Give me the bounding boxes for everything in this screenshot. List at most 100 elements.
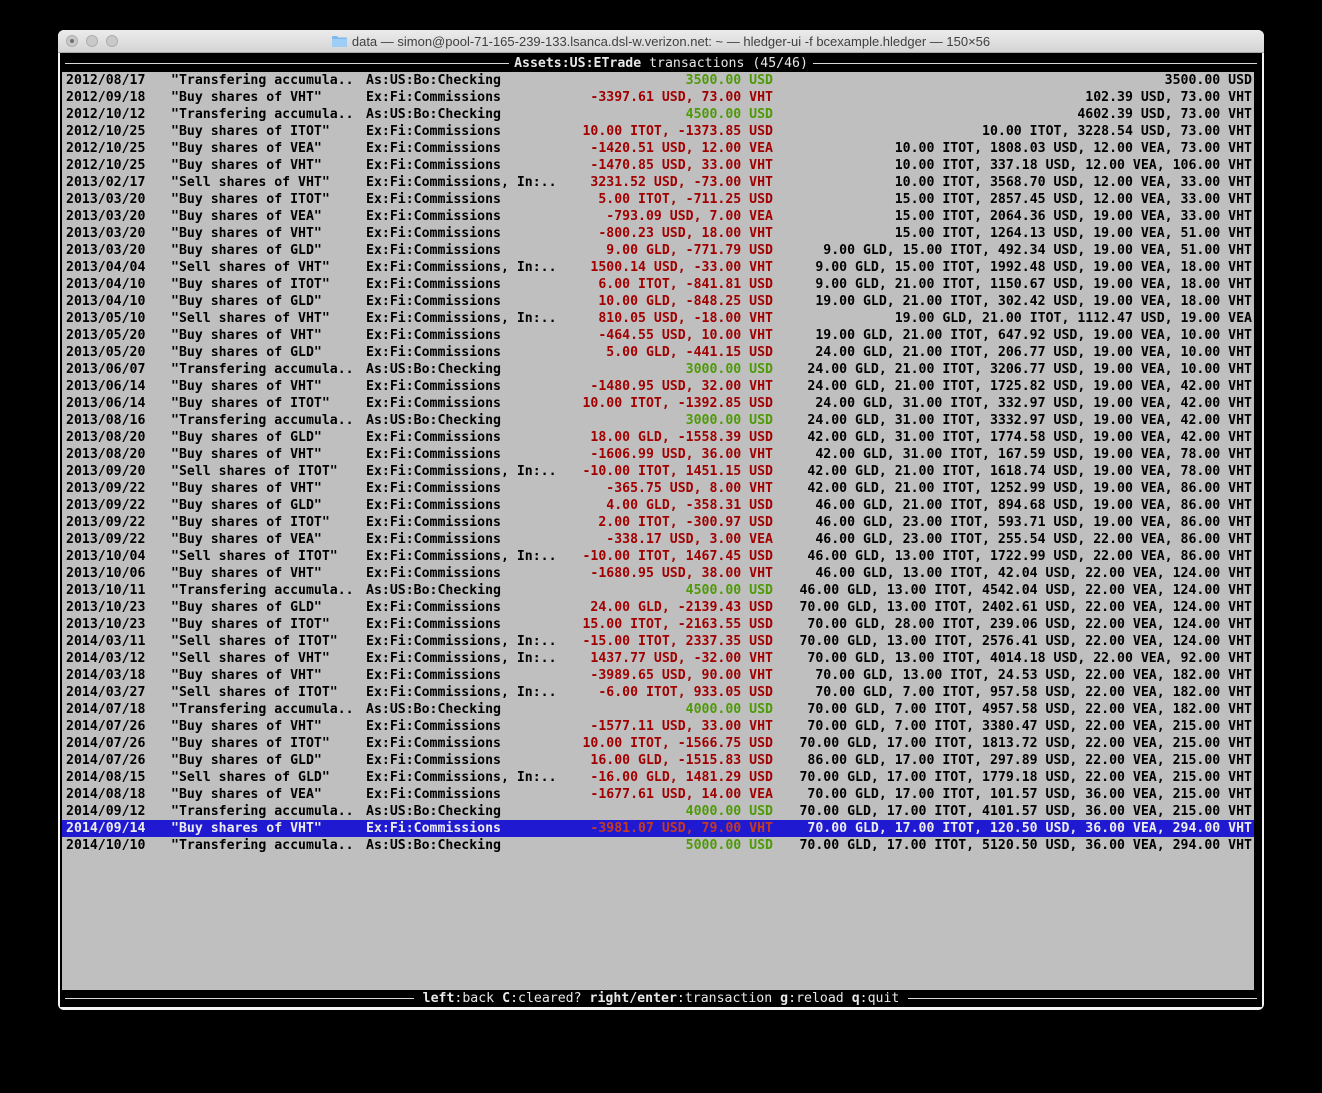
transaction-row[interactable]: 2013/03/20 "Buy shares of VHT" Ex:Fi:Com…	[62, 225, 1254, 242]
tx-account: Ex:Fi:Commissions	[366, 209, 501, 224]
tx-date: 2013/05/20	[66, 345, 146, 360]
tx-balance: 70.00 GLD, 17.00 ITOT, 101.57 USD, 36.00…	[807, 787, 1252, 802]
key-hint: q:quit	[852, 991, 900, 1006]
tx-amount: 6.00 ITOT, -841.81 USD	[598, 277, 773, 292]
transaction-row[interactable]: 2013/05/20 "Buy shares of GLD" Ex:Fi:Com…	[62, 344, 1254, 361]
tx-amount: 10.00 GLD, -848.25 USD	[598, 294, 773, 309]
tx-description: "Buy shares of VHT"	[171, 226, 322, 241]
tx-account: Ex:Fi:Commissions	[366, 481, 501, 496]
tx-amount: 9.00 GLD, -771.79 USD	[606, 243, 773, 258]
tx-amount: -3981.07 USD, 79.00 VHT	[590, 821, 773, 836]
tx-description: "Sell shares of VHT"	[171, 260, 330, 275]
transaction-row[interactable]: 2014/03/18 "Buy shares of VHT" Ex:Fi:Com…	[62, 667, 1254, 684]
tx-account: As:US:Bo:Checking	[366, 702, 501, 717]
tx-amount: -3989.65 USD, 90.00 VHT	[590, 668, 773, 683]
transaction-row[interactable]: 2014/09/14 "Buy shares of VHT" Ex:Fi:Com…	[62, 820, 1254, 837]
transaction-row[interactable]: 2012/10/25 "Buy shares of VHT" Ex:Fi:Com…	[62, 157, 1254, 174]
tx-description: "Sell shares of VHT"	[171, 311, 330, 326]
tx-amount: -1470.85 USD, 33.00 VHT	[590, 158, 773, 173]
tx-balance: 15.00 ITOT, 2857.45 USD, 12.00 VEA, 33.0…	[894, 192, 1252, 207]
transaction-row[interactable]: 2014/09/12 "Transfering accumula.. As:US…	[62, 803, 1254, 820]
transaction-row[interactable]: 2013/10/06 "Buy shares of VHT" Ex:Fi:Com…	[62, 565, 1254, 582]
transaction-row[interactable]: 2013/10/23 "Buy shares of ITOT" Ex:Fi:Co…	[62, 616, 1254, 633]
close-button[interactable]	[66, 35, 78, 47]
transaction-row[interactable]: 2014/03/27 "Sell shares of ITOT" Ex:Fi:C…	[62, 684, 1254, 701]
tx-description: "Buy shares of ITOT"	[171, 277, 330, 292]
transaction-row[interactable]: 2012/09/18 "Buy shares of VHT" Ex:Fi:Com…	[62, 89, 1254, 106]
transaction-row[interactable]: 2014/08/15 "Sell shares of GLD" Ex:Fi:Co…	[62, 769, 1254, 786]
tx-account: As:US:Bo:Checking	[366, 73, 501, 88]
transaction-row[interactable]: 2014/10/10 "Transfering accumula.. As:US…	[62, 837, 1254, 854]
tx-description: "Buy shares of GLD"	[171, 753, 322, 768]
transaction-row[interactable]: 2013/08/16 "Transfering accumula.. As:US…	[62, 412, 1254, 429]
tx-description: "Buy shares of VHT"	[171, 90, 322, 105]
transaction-row[interactable]: 2013/08/20 "Buy shares of GLD" Ex:Fi:Com…	[62, 429, 1254, 446]
minimize-button[interactable]	[86, 35, 98, 47]
tx-date: 2013/05/10	[66, 311, 146, 326]
tx-balance: 9.00 GLD, 15.00 ITOT, 1992.48 USD, 19.00…	[815, 260, 1252, 275]
tx-balance: 70.00 GLD, 7.00 ITOT, 3380.47 USD, 22.00…	[807, 719, 1252, 734]
transaction-row[interactable]: 2012/10/12 "Transfering accumula.. As:US…	[62, 106, 1254, 123]
transaction-row[interactable]: 2013/10/04 "Sell shares of ITOT" Ex:Fi:C…	[62, 548, 1254, 565]
transaction-row[interactable]: 2013/04/10 "Buy shares of ITOT" Ex:Fi:Co…	[62, 276, 1254, 293]
transaction-row[interactable]: 2014/03/11 "Sell shares of ITOT" Ex:Fi:C…	[62, 633, 1254, 650]
tx-description: "Buy shares of GLD"	[171, 294, 322, 309]
transaction-row[interactable]: 2013/05/10 "Sell shares of VHT" Ex:Fi:Co…	[62, 310, 1254, 327]
hint-label: :back	[454, 991, 495, 1006]
tx-amount: -3397.61 USD, 73.00 VHT	[590, 90, 773, 105]
transaction-row[interactable]: 2014/07/26 "Buy shares of GLD" Ex:Fi:Com…	[62, 752, 1254, 769]
tx-balance: 24.00 GLD, 21.00 ITOT, 1725.82 USD, 19.0…	[807, 379, 1252, 394]
tx-description: "Sell shares of ITOT"	[171, 549, 338, 564]
transaction-row[interactable]: 2014/03/12 "Sell shares of VHT" Ex:Fi:Co…	[62, 650, 1254, 667]
tx-account: Ex:Fi:Commissions	[366, 294, 501, 309]
transaction-row[interactable]: 2013/03/20 "Buy shares of VEA" Ex:Fi:Com…	[62, 208, 1254, 225]
tx-account: Ex:Fi:Commissions	[366, 532, 501, 547]
tx-balance: 70.00 GLD, 17.00 ITOT, 4101.57 USD, 36.0…	[799, 804, 1252, 819]
transaction-row[interactable]: 2014/08/18 "Buy shares of VEA" Ex:Fi:Com…	[62, 786, 1254, 803]
transaction-row[interactable]: 2012/10/25 "Buy shares of VEA" Ex:Fi:Com…	[62, 140, 1254, 157]
tx-account: Ex:Fi:Commissions	[366, 719, 501, 734]
tx-amount: -1677.61 USD, 14.00 VEA	[590, 787, 773, 802]
transaction-row[interactable]: 2013/03/20 "Buy shares of ITOT" Ex:Fi:Co…	[62, 191, 1254, 208]
transaction-row[interactable]: 2013/10/11 "Transfering accumula.. As:US…	[62, 582, 1254, 599]
tx-description: "Buy shares of VEA"	[171, 141, 322, 156]
transaction-row[interactable]: 2013/04/04 "Sell shares of VHT" Ex:Fi:Co…	[62, 259, 1254, 276]
transaction-row[interactable]: 2012/10/25 "Buy shares of ITOT" Ex:Fi:Co…	[62, 123, 1254, 140]
transaction-row[interactable]: 2012/08/17 "Transfering accumula.. As:US…	[62, 72, 1254, 89]
tx-account: Ex:Fi:Commissions	[366, 668, 501, 683]
transaction-row[interactable]: 2013/09/20 "Sell shares of ITOT" Ex:Fi:C…	[62, 463, 1254, 480]
transaction-row[interactable]: 2013/06/07 "Transfering accumula.. As:US…	[62, 361, 1254, 378]
tx-date: 2013/04/04	[66, 260, 146, 275]
zoom-button[interactable]	[106, 35, 118, 47]
tx-amount: 1437.77 USD, -32.00 VHT	[590, 651, 773, 666]
terminal-screen: Assets:US:ETrade transactions (45/46) 20…	[60, 53, 1262, 1007]
transaction-row[interactable]: 2013/09/22 "Buy shares of GLD" Ex:Fi:Com…	[62, 497, 1254, 514]
transaction-row[interactable]: 2013/08/20 "Buy shares of VHT" Ex:Fi:Com…	[62, 446, 1254, 463]
footer-rule-left	[65, 998, 414, 999]
transaction-row[interactable]: 2013/10/23 "Buy shares of GLD" Ex:Fi:Com…	[62, 599, 1254, 616]
transaction-row[interactable]: 2013/04/10 "Buy shares of GLD" Ex:Fi:Com…	[62, 293, 1254, 310]
tx-amount: -15.00 ITOT, 2337.35 USD	[582, 634, 773, 649]
transaction-row[interactable]: 2014/07/18 "Transfering accumula.. As:US…	[62, 701, 1254, 718]
transaction-row[interactable]: 2013/02/17 "Sell shares of VHT" Ex:Fi:Co…	[62, 174, 1254, 191]
tx-balance: 42.00 GLD, 21.00 ITOT, 1252.99 USD, 19.0…	[807, 481, 1252, 496]
transaction-row[interactable]: 2013/03/20 "Buy shares of GLD" Ex:Fi:Com…	[62, 242, 1254, 259]
tx-account: Ex:Fi:Commissions	[366, 447, 501, 462]
tx-account: Ex:Fi:Commissions	[366, 243, 501, 258]
transaction-row[interactable]: 2014/07/26 "Buy shares of VHT" Ex:Fi:Com…	[62, 718, 1254, 735]
tx-account: Ex:Fi:Commissions	[366, 617, 501, 632]
transaction-row[interactable]: 2013/09/22 "Buy shares of VHT" Ex:Fi:Com…	[62, 480, 1254, 497]
tx-date: 2014/07/26	[66, 736, 146, 751]
transaction-row[interactable]: 2013/09/22 "Buy shares of ITOT" Ex:Fi:Co…	[62, 514, 1254, 531]
transaction-row[interactable]: 2013/09/22 "Buy shares of VEA" Ex:Fi:Com…	[62, 531, 1254, 548]
tx-account: Ex:Fi:Commissions	[366, 277, 501, 292]
header-rule-left	[65, 63, 510, 64]
tx-amount: 5000.00 USD	[685, 838, 773, 853]
transaction-row[interactable]: 2014/07/26 "Buy shares of ITOT" Ex:Fi:Co…	[62, 735, 1254, 752]
transaction-row[interactable]: 2013/06/14 "Buy shares of ITOT" Ex:Fi:Co…	[62, 395, 1254, 412]
titlebar: data — simon@pool-71-165-239-133.lsanca.…	[58, 30, 1264, 53]
transaction-row[interactable]: 2013/05/20 "Buy shares of VHT" Ex:Fi:Com…	[62, 327, 1254, 344]
tx-account: Ex:Fi:Commissions, In:..	[366, 260, 557, 275]
transaction-row[interactable]: 2013/06/14 "Buy shares of VHT" Ex:Fi:Com…	[62, 378, 1254, 395]
tx-account: Ex:Fi:Commissions	[366, 736, 501, 751]
